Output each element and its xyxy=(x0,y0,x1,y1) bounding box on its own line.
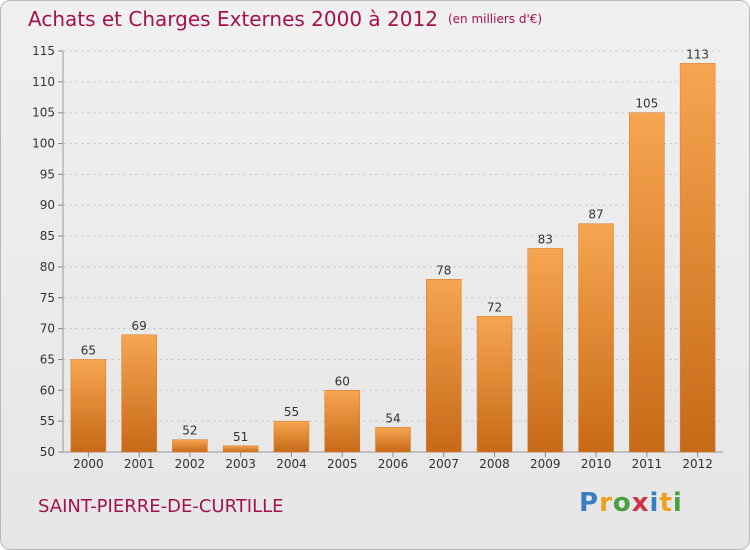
bar-2004 xyxy=(273,420,310,453)
value-label: 51 xyxy=(233,430,248,444)
logo-letter: r xyxy=(599,488,613,518)
value-label: 60 xyxy=(335,374,350,388)
value-label: 65 xyxy=(81,343,96,357)
bars-layer xyxy=(70,63,716,453)
commune-name: SAINT-PIERRE-DE-CURTILLE xyxy=(38,496,284,517)
proxiti-logo: Proxiti xyxy=(579,488,683,518)
value-label: 52 xyxy=(182,424,197,438)
bar-2007 xyxy=(426,279,462,453)
y-tick-label: 65 xyxy=(40,352,55,366)
y-tick-label: 90 xyxy=(40,198,55,212)
labels-layer: 50 55 60 65 70 75 80 85 90 95 100 105 110 115 65 2000 69… xyxy=(32,44,713,471)
y-tick-label: 115 xyxy=(32,44,55,58)
y-tick-label: 75 xyxy=(40,291,55,305)
bar-2000 xyxy=(70,359,107,453)
logo-letter: i xyxy=(672,488,683,518)
x-tick-label: 2003 xyxy=(225,457,256,471)
grid-layer xyxy=(58,50,723,457)
value-label: 78 xyxy=(436,263,451,277)
chart-title-text: Achats et Charges Externes 2000 à 2012 xyxy=(28,7,438,31)
logo-letter: P xyxy=(579,488,600,518)
x-tick-label: 2011 xyxy=(632,457,663,471)
x-tick-label: 2004 xyxy=(276,457,307,471)
y-tick-label: 100 xyxy=(32,137,55,151)
y-tick-label: 85 xyxy=(40,229,55,243)
bar-2003 xyxy=(222,445,259,453)
value-label: 83 xyxy=(538,232,553,246)
chart-title: Achats et Charges Externes 2000 à 2012 (e… xyxy=(28,7,542,31)
bar-2001 xyxy=(121,334,157,453)
x-tick-label: 2000 xyxy=(73,457,104,471)
x-tick-label: 2010 xyxy=(581,457,612,471)
x-tick-label: 2006 xyxy=(378,457,409,471)
x-tick-label: 2007 xyxy=(428,457,459,471)
bar-2012 xyxy=(679,63,716,453)
x-tick-label: 2009 xyxy=(530,457,561,471)
x-tick-label: 2008 xyxy=(479,457,510,471)
value-label: 113 xyxy=(686,47,709,61)
value-label: 72 xyxy=(487,300,502,314)
value-label: 55 xyxy=(284,405,299,419)
bar-2010 xyxy=(578,223,614,453)
y-tick-label: 70 xyxy=(40,322,55,336)
bar-2011 xyxy=(629,112,665,453)
y-tick-label: 105 xyxy=(32,106,55,120)
logo-letter: o xyxy=(612,488,632,518)
y-tick-label: 110 xyxy=(32,75,55,89)
x-tick-label: 2001 xyxy=(124,457,155,471)
y-tick-label: 55 xyxy=(40,414,55,428)
bar-2005 xyxy=(324,390,360,453)
x-tick-label: 2012 xyxy=(682,457,713,471)
bar-2006 xyxy=(375,427,411,453)
logo-letter: x xyxy=(631,488,650,518)
y-tick-label: 95 xyxy=(40,167,55,181)
logo-letter: t xyxy=(659,488,673,518)
chart-unit: (en milliers d'€) xyxy=(447,12,543,26)
bar-2008 xyxy=(476,316,513,453)
y-tick-label: 60 xyxy=(40,383,55,397)
y-tick-label: 50 xyxy=(40,445,55,459)
x-tick-label: 2005 xyxy=(327,457,358,471)
bar-2009 xyxy=(527,248,564,453)
y-tick-label: 80 xyxy=(40,260,55,274)
value-label: 87 xyxy=(588,208,603,222)
x-tick-label: 2002 xyxy=(175,457,206,471)
value-label: 54 xyxy=(385,411,400,425)
bar-2002 xyxy=(172,439,208,453)
value-label: 69 xyxy=(132,319,147,333)
logo-letter: i xyxy=(649,488,660,518)
value-label: 105 xyxy=(635,97,658,111)
